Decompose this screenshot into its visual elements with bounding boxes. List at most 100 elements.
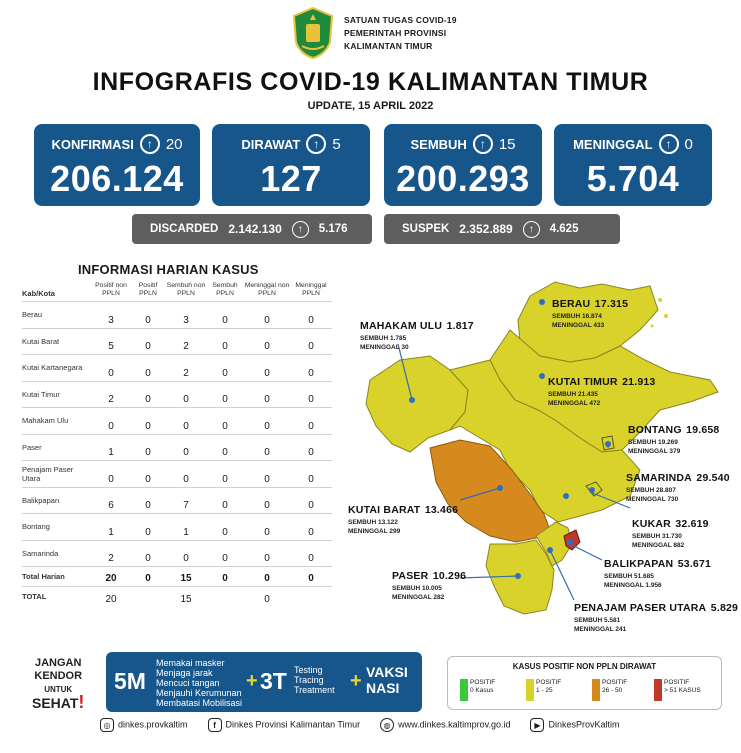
total-harian-row: Total Harian 20 0 15 0 0 0	[22, 566, 332, 587]
region-sembuh: SEMBUH 28.807	[626, 487, 676, 494]
label-mahakam-ulu: MAHAKAM ULU 1.817 SEMBUH 1.785 MENINGGAL…	[360, 316, 474, 352]
region-sembuh: SEMBUH 1.785	[360, 335, 407, 342]
arrow-up-icon: ↑	[658, 134, 679, 154]
instagram-icon: ◎	[100, 718, 114, 732]
column-header: Meninggal non PPLN	[244, 282, 290, 297]
table-cell: 0	[244, 407, 290, 434]
table-cell: 0	[206, 380, 244, 408]
row-label: TOTAL	[22, 586, 92, 607]
suspek-value: 2.352.889	[459, 222, 513, 236]
region-name: PASER	[392, 570, 429, 582]
vaksinasi-label: VAKSI NASI	[366, 664, 408, 696]
table-cell: 0	[206, 539, 244, 567]
table-cell: 2	[166, 327, 206, 355]
3t-label: 3T	[260, 668, 287, 694]
card-label: DIRAWAT	[241, 136, 301, 152]
region-name: MAHAKAM ULU	[360, 320, 443, 332]
label-samarinda: SAMARINDA 29.540 SEMBUH 28.807 MENINGGAL…	[626, 468, 730, 504]
table-cell: 0	[244, 380, 290, 408]
region-meninggal: MENINGGAL 241	[574, 626, 627, 633]
footer-text: DinkesProvKaltim	[548, 719, 620, 730]
row-label: Bontang	[22, 513, 92, 540]
region-value: 29.540	[696, 472, 730, 484]
card-delta: 15	[498, 135, 516, 153]
exclamation-icon: !	[78, 692, 85, 712]
region-sembuh: SEMBUH 51.685	[604, 573, 654, 580]
island	[664, 314, 668, 318]
globe-icon: ◍	[380, 718, 395, 732]
header: SATUAN TUGAS COVID-19 PEMERINTAH PROVINS…	[290, 6, 457, 60]
table-cell: 0	[290, 539, 332, 567]
slogan-line: KENDOR	[34, 670, 83, 682]
region-value: 17.315	[594, 298, 629, 310]
table-cell: 0	[130, 407, 166, 434]
footer-facebook[interactable]: f Dinkes Provinsi Kalimantan Timur	[207, 718, 361, 732]
table-cell: 0	[244, 486, 290, 514]
table-cell: 0	[206, 407, 244, 434]
region-value: 53.671	[677, 558, 712, 570]
table-cell: 3	[166, 301, 206, 328]
legend-text: POSITIF	[602, 679, 628, 686]
table-cell: 0	[92, 354, 130, 381]
marker-paser	[515, 573, 521, 579]
table-cell	[206, 586, 244, 607]
table-cell: 0	[290, 301, 332, 328]
table-title: INFORMASI HARIAN KASUS	[78, 262, 259, 277]
table-cell: 0	[244, 586, 290, 607]
discarded-pill: DISCARDED 2.142.130 ↑ 5.176	[132, 214, 372, 244]
discarded-value: 2.142.130	[228, 222, 282, 236]
island	[658, 298, 662, 302]
region-meninggal: MENINGGAL 433	[552, 322, 605, 329]
card-konfirmasi: KONFIRMASI ↑ 20 206.124	[34, 124, 200, 206]
table-cell: 0	[206, 301, 244, 328]
plus-icon: +	[350, 670, 362, 692]
marker-balikpapan	[567, 539, 573, 545]
row-label: Kutai Kartanegara	[22, 354, 92, 381]
leader-line	[459, 575, 519, 579]
table-cell: 0	[244, 433, 290, 461]
table-cell: 15	[166, 566, 206, 587]
discarded-delta: 5.176	[318, 223, 348, 235]
row-label: Penajam Paser Utara	[22, 460, 92, 487]
plus-icon: +	[246, 670, 258, 692]
table-row: Bontang 1 0 1 0 0 0	[22, 513, 332, 540]
arrow-up-icon: ↑	[472, 134, 493, 154]
header-line2: PEMERINTAH PROVINSI	[344, 27, 447, 38]
card-label: SEMBUH	[410, 136, 467, 152]
table-cell: 6	[92, 486, 130, 514]
row-label: Kutai Timur	[22, 380, 92, 408]
kaltim-emblem-icon	[292, 6, 334, 60]
marker-mahakam-ulu	[409, 397, 415, 403]
footer-website[interactable]: ◍ www.dinkes.kaltimprov.go.id	[380, 718, 510, 732]
footer-instagram[interactable]: ◎ dinkes.provkaltim	[100, 718, 188, 732]
table-cell: 1	[92, 513, 130, 540]
table-cell: 0	[290, 486, 332, 514]
table-cell: 2	[166, 354, 206, 381]
card-meninggal: MENINGGAL ↑ 0 5.704	[554, 124, 712, 206]
header-line1: SATUAN TUGAS COVID-19	[344, 14, 457, 25]
region-ppu	[535, 521, 573, 567]
legend-text: 26 - 50	[602, 687, 623, 694]
3t-item: Treatment	[294, 685, 335, 695]
table-cell	[130, 586, 166, 607]
legend-text: POSITIF	[536, 679, 562, 686]
column-header: Positif non PPLN	[95, 282, 127, 297]
column-header: Sembuh PPLN	[212, 282, 238, 297]
label-kutai-timur: KUTAI TIMUR 21.913 SEMBUH 21.435 MENINGG…	[548, 372, 655, 408]
card-value: 5.704	[586, 158, 680, 199]
region-name: BALIKPAPAN	[604, 558, 674, 570]
legend-item: POSITIF 26 - 50	[588, 675, 640, 705]
slogan-line: SEHAT	[32, 695, 79, 711]
table-cell: 0	[290, 327, 332, 355]
region-sembuh: SEMBUH 21.435	[548, 391, 598, 398]
footer-text: Dinkes Provinsi Kalimantan Timur	[225, 719, 361, 730]
table-cell: 0	[244, 460, 290, 487]
card-value: 200.293	[396, 158, 530, 199]
3t-list: Testing Tracing Treatment	[294, 665, 335, 695]
table-cell: 0	[244, 327, 290, 355]
legend-text: 1 - 25	[536, 687, 553, 694]
footer-youtube[interactable]: ▶ DinkesProvKaltim	[530, 718, 620, 732]
card-label: MENINGGAL	[573, 136, 653, 152]
suspek-label: SUSPEK	[402, 223, 450, 235]
table-cell: 0	[244, 566, 290, 587]
